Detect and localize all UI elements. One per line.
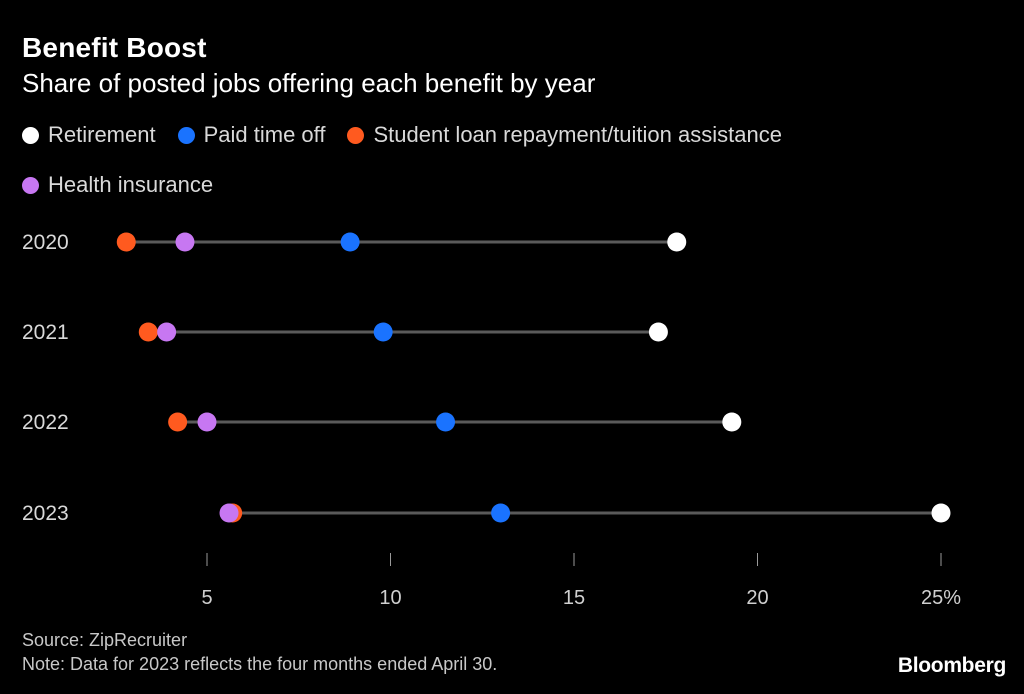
dot-paid-time-off-2020 (340, 232, 360, 252)
legend-item-paid-time-off: Paid time off (177, 122, 326, 148)
dot-paid-time-off-2021 (373, 322, 393, 342)
legend-label-student-loan: Student loan repayment/tuition assistanc… (373, 122, 782, 147)
legend-label-paid-time-off: Paid time off (203, 122, 326, 147)
dot-retirement-2022 (722, 412, 742, 432)
x-tick-label-25: 25% (921, 587, 961, 609)
dot-health-insurance-2020 (175, 232, 195, 252)
legend-item-retirement: Retirement (22, 122, 156, 148)
source-text: Source: ZipRecruiter (22, 630, 188, 650)
row-label-2023: 2023 (22, 502, 69, 525)
legend: Retirement Paid time off Student loan re… (22, 122, 922, 198)
bloomberg-logo: Bloomberg (897, 654, 1006, 677)
dot-student-loan-repayment-tuition-assistance-2020 (116, 232, 136, 252)
dot-retirement-2023 (931, 503, 951, 523)
legend-dot-paid-time-off (177, 126, 195, 144)
dot-paid-time-off-2022 (436, 412, 456, 432)
chart-subtitle: Share of posted jobs offering each benef… (22, 68, 596, 98)
x-tick-label-10: 10 (379, 587, 401, 609)
dot-health-insurance-2021 (157, 322, 177, 342)
legend-dot-student-loan (347, 126, 365, 144)
dot-student-loan-repayment-tuition-assistance-2021 (138, 322, 158, 342)
row-label-2020: 2020 (22, 231, 69, 254)
x-tick-label-5: 5 (201, 587, 212, 609)
legend-item-health-insurance: Health insurance (22, 172, 213, 198)
dot-health-insurance-2022 (197, 412, 217, 432)
note-text: Note: Data for 2023 reflects the four mo… (22, 654, 498, 674)
legend-dot-health-insurance (22, 176, 39, 194)
dot-student-loan-repayment-tuition-assistance-2022 (168, 412, 188, 432)
dot-paid-time-off-2023 (491, 503, 511, 523)
legend-label-health-insurance: Health insurance (48, 172, 214, 197)
dot-retirement-2020 (667, 232, 687, 252)
row-label-2022: 2022 (22, 411, 69, 434)
x-tick-label-15: 15 (563, 587, 585, 609)
dot-retirement-2021 (648, 322, 668, 342)
legend-dot-retirement (22, 126, 39, 144)
legend-label-retirement: Retirement (48, 122, 156, 147)
dot-health-insurance-2023 (219, 503, 239, 523)
x-tick-label-20: 20 (746, 587, 768, 609)
chart-title: Benefit Boost (22, 32, 207, 63)
legend-item-student-loan: Student loan repayment/tuition assistanc… (347, 122, 782, 148)
row-label-2021: 2021 (22, 321, 69, 344)
footer: Source: ZipRecruiter Note: Data for 2023… (22, 628, 497, 676)
